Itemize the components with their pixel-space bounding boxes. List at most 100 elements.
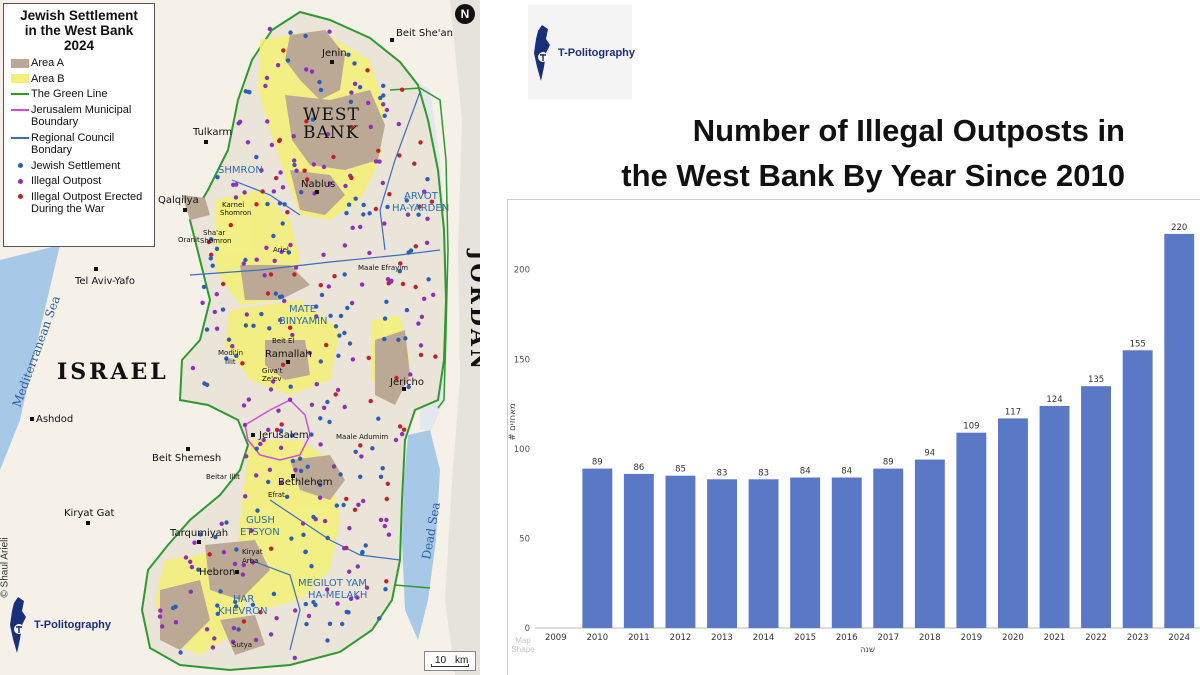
legend-item: Illegal Outpost	[9, 175, 149, 188]
chart-title-line: Number of Illegal Outposts in	[692, 113, 1125, 148]
legend-label: Jerusalem Municipal Boundary	[31, 103, 132, 129]
map-dot	[262, 273, 267, 278]
map-dot	[318, 283, 323, 288]
map-dot	[240, 361, 245, 366]
map-dot	[327, 29, 332, 34]
map-dot	[307, 350, 312, 356]
map-dot	[204, 627, 210, 632]
region-arvot-2: HA-YARDEN	[392, 203, 449, 214]
map-dot	[241, 562, 246, 568]
map-dot	[293, 467, 298, 472]
map-dot	[325, 587, 330, 592]
legend-label: Illegal Outpost	[31, 175, 102, 187]
map-dot	[382, 336, 387, 342]
map-dot	[358, 474, 363, 479]
map-dot	[403, 336, 408, 341]
map-dot	[431, 292, 436, 297]
map-dot	[215, 603, 220, 608]
map-dot	[380, 180, 385, 186]
map-dot	[303, 601, 308, 607]
map-dot	[319, 292, 325, 298]
region-shmron: SHMRON	[218, 165, 263, 176]
region-west-1: WEST	[303, 105, 360, 125]
map-dot	[361, 498, 366, 504]
map-dot	[279, 249, 284, 254]
map-dot	[311, 514, 316, 520]
map-dot	[303, 549, 308, 554]
bar-2023	[1122, 350, 1153, 628]
x-tick-label: 2013	[711, 633, 733, 643]
credit-text: © Shaul Arieli	[0, 537, 11, 598]
region-megilot-2: HA-MELAKH	[308, 590, 367, 601]
map-dot	[233, 195, 239, 200]
bar-label-2023: 155	[1130, 339, 1146, 349]
map-dot	[240, 572, 246, 577]
map-dot	[364, 585, 370, 590]
map-dot	[325, 535, 330, 541]
map-dot	[280, 185, 286, 190]
map-dot	[286, 250, 292, 255]
map-dot	[419, 314, 425, 319]
town-modiin-2: Illit	[225, 358, 236, 366]
map-dot	[267, 326, 272, 331]
map-dot	[318, 482, 323, 487]
map-dot	[208, 256, 213, 261]
map-dot	[429, 199, 435, 204]
region-mate-2: BINYAMIN	[279, 316, 328, 327]
map-dot	[210, 645, 216, 650]
map-dot	[366, 100, 371, 106]
map-dot	[275, 62, 281, 68]
map-dot	[348, 596, 354, 601]
map-dot	[333, 324, 339, 329]
map-dot	[353, 196, 358, 201]
map-dot	[254, 473, 259, 478]
legend-swatch	[9, 88, 31, 100]
city-jenin: Jenin	[321, 48, 347, 59]
map-dot	[251, 323, 256, 328]
bar-2014	[748, 479, 779, 628]
jordan-area-shape	[445, 0, 480, 675]
city-beit-shemesh: Beit Shemesh	[152, 453, 221, 464]
map-dot	[426, 277, 431, 282]
map-dot	[268, 272, 274, 277]
map-dot	[318, 442, 323, 447]
legend-title-line: 2024	[63, 38, 95, 53]
bar-label-2022: 135	[1088, 375, 1104, 385]
city-nablus: Nablus	[301, 179, 335, 190]
map-dot	[290, 332, 295, 338]
map-dot	[221, 550, 227, 555]
map-dot	[335, 601, 340, 606]
map-dot	[413, 284, 418, 290]
map-dot	[338, 472, 343, 477]
map-dot	[377, 616, 382, 621]
map-dot	[386, 532, 392, 537]
city-kiryat-gat: Kiryat Gat	[64, 508, 114, 519]
map-dot	[158, 608, 163, 613]
map-dot	[368, 124, 373, 130]
map-dot	[381, 93, 386, 98]
map-dot	[291, 134, 296, 139]
map-dot	[218, 589, 223, 594]
map-dot	[373, 159, 379, 164]
x-axis-title: שנה	[860, 645, 875, 655]
map-dot	[233, 599, 238, 605]
map-dot	[196, 567, 201, 572]
map-dot	[349, 125, 355, 130]
map-dot	[418, 352, 424, 358]
map-dot	[202, 381, 207, 386]
map-dot	[242, 190, 247, 195]
map-dot	[281, 48, 286, 53]
map-dot	[346, 202, 352, 207]
legend-swatch	[9, 160, 31, 172]
map-dot	[292, 162, 297, 168]
map-dot	[268, 632, 274, 637]
bar-chart: 0 50 100 150 200 2009 89 2010 86 2011 85 2012 83 2013…	[508, 223, 1200, 655]
x-tick-label: 2011	[628, 633, 650, 643]
map-dot	[304, 67, 309, 72]
map-dot	[416, 321, 421, 326]
map-dot	[327, 419, 332, 425]
map-dot	[347, 526, 352, 531]
map-dot	[298, 468, 304, 474]
legend-title-line: in the West Bank	[24, 23, 134, 38]
map-dot	[220, 307, 226, 312]
